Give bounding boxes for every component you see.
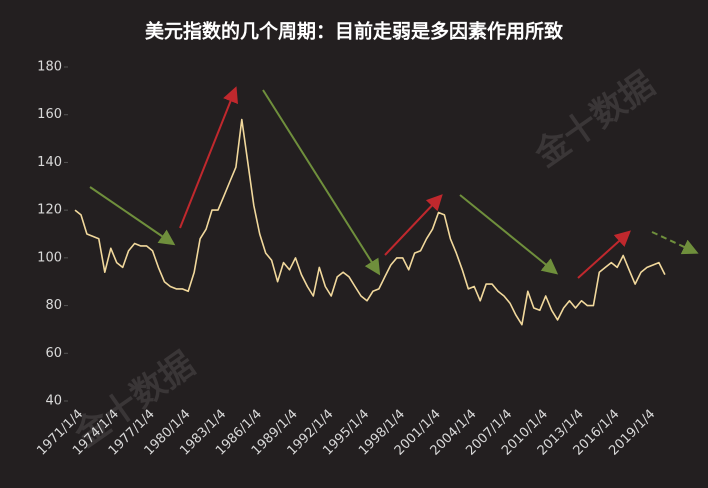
chart-title: 美元指数的几个周期：目前走弱是多因素作用所致 [145, 20, 564, 43]
arrow [577, 230, 631, 279]
watermark: 金十数据 [527, 64, 662, 175]
arrow [89, 186, 176, 246]
y-tick-label: 120 [37, 203, 62, 218]
y-tick-label: 80 [45, 298, 62, 313]
annotation-arrows [89, 86, 699, 279]
y-tick-label: 180 [37, 60, 62, 75]
data-line [74, 118, 666, 326]
arrow [179, 86, 238, 229]
arrow [262, 89, 381, 276]
arrow [384, 194, 443, 256]
y-tick-label: 100 [37, 250, 62, 265]
y-tick-label: 160 [37, 107, 62, 122]
y-tick-label: 40 [45, 394, 62, 409]
y-tick-label: 140 [37, 155, 62, 170]
arrow [459, 194, 559, 275]
arrow [651, 231, 699, 255]
y-tick-label: 60 [45, 346, 62, 361]
